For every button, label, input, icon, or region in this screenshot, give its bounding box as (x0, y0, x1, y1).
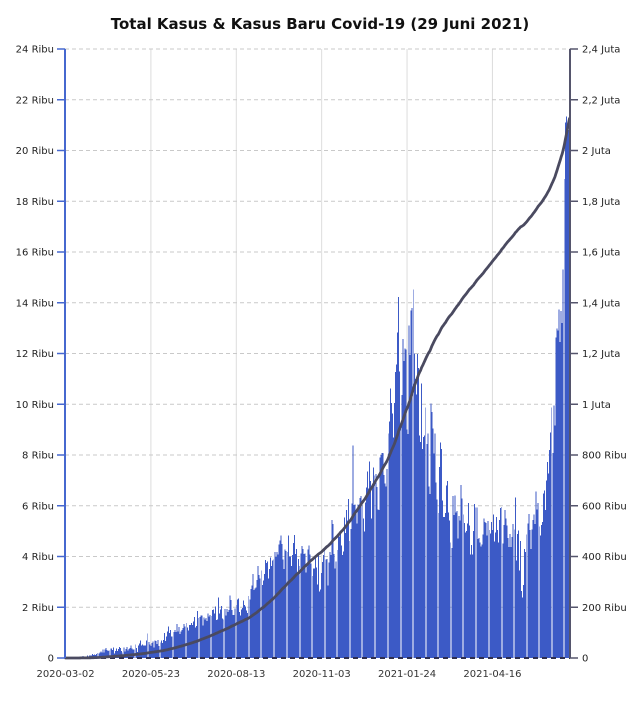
y-left-tick-label: 10 Ribu (16, 400, 54, 411)
y-right-tick-label: 2,4 Juta (582, 45, 620, 56)
y-left-tick-label: 14 Ribu (16, 298, 54, 309)
y-left-tick-label: 0 (48, 654, 54, 665)
y-right-tick-label: 1,2 Juta (582, 349, 620, 360)
horizontal-gridlines (65, 48, 570, 608)
y-left-tick-label: 16 Ribu (16, 248, 54, 259)
y-left-tick-label: 4 Ribu (22, 552, 54, 563)
chart-title: Total Kasus & Kasus Baru Covid-19 (29 Ju… (110, 15, 530, 33)
y-left-tick-label: 6 Ribu (22, 501, 54, 512)
x-tick-label: 2020-03-02 (36, 669, 94, 680)
y-left-tick-label: 18 Ribu (16, 197, 54, 208)
y-left-tick-label: 22 Ribu (16, 95, 54, 106)
x-tick-label: 2020-05-23 (122, 669, 180, 680)
y-right-tick-label: 800 Ribu (582, 451, 627, 462)
y-left-tick-label: 2 Ribu (22, 603, 54, 614)
y-right-tick-label: 1,8 Juta (582, 197, 620, 208)
y-left-tick-label: 8 Ribu (22, 451, 54, 462)
x-tick-label: 2020-11-03 (293, 669, 351, 680)
y-axis-left: 0 2 Ribu 4 Ribu 6 Ribu 8 Ribu 10 Ribu 12 Ribu 1… (16, 45, 66, 665)
y-right-tick-label: 1,4 Juta (582, 298, 620, 309)
y-right-tick-label: 2 Juta (582, 146, 611, 157)
y-left-tick-label: 24 Ribu (16, 45, 54, 56)
y-axis-right: 0 200 Ribu 400 Ribu 600 Ribu 800 Ribu 1 Juta 1… (569, 45, 627, 665)
total-cases-line (64, 117, 571, 660)
y-left-tick-label: 20 Ribu (16, 146, 54, 157)
x-axis-labels: 2020-03-02 2020-05-23 2020-08-13 2020-11-03… (36, 669, 521, 680)
new-cases-bars (65, 116, 570, 658)
y-right-tick-label: 600 Ribu (582, 501, 627, 512)
y-right-tick-label: 200 Ribu (582, 603, 627, 614)
y-right-tick-label: 1,6 Juta (582, 248, 620, 259)
y-left-tick-label: 12 Ribu (16, 349, 54, 360)
y-right-tick-label: 400 Ribu (582, 552, 627, 563)
y-right-tick-label: 0 (582, 654, 588, 665)
x-tick-label: 2021-04-16 (463, 669, 521, 680)
x-tick-label: 2021-01-24 (378, 669, 436, 680)
y-right-tick-label: 1 Juta (582, 400, 611, 411)
x-tick-label: 2020-08-13 (207, 669, 265, 680)
y-right-tick-label: 2,2 Juta (582, 95, 620, 106)
